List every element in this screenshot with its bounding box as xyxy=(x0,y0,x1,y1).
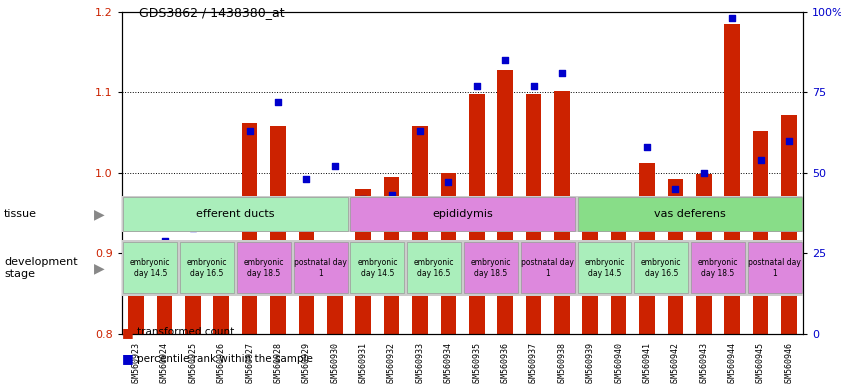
Bar xyxy=(242,123,257,334)
Text: embryonic
day 14.5: embryonic day 14.5 xyxy=(357,258,398,278)
Text: embryonic
day 14.5: embryonic day 14.5 xyxy=(584,258,625,278)
Point xyxy=(328,163,341,169)
Text: ■: ■ xyxy=(122,326,134,339)
Bar xyxy=(781,115,796,334)
Text: efferent ducts: efferent ducts xyxy=(196,209,275,219)
Bar xyxy=(383,177,399,334)
Text: tissue: tissue xyxy=(4,209,37,219)
Bar xyxy=(469,94,484,334)
Bar xyxy=(634,242,688,293)
Bar xyxy=(464,242,518,293)
Point xyxy=(272,99,285,105)
Point xyxy=(385,192,399,199)
Text: ■: ■ xyxy=(122,353,134,366)
Text: embryonic
day 14.5: embryonic day 14.5 xyxy=(130,258,171,278)
Bar xyxy=(270,126,286,334)
Bar xyxy=(237,242,291,293)
Bar xyxy=(185,273,201,334)
Bar xyxy=(412,126,428,334)
Point xyxy=(697,170,711,176)
Bar xyxy=(611,199,627,334)
Bar xyxy=(299,220,315,334)
Text: GDS3862 / 1438380_at: GDS3862 / 1438380_at xyxy=(139,6,284,19)
Point xyxy=(782,137,796,144)
Text: percentile rank within the sample: percentile rank within the sample xyxy=(137,354,313,364)
Bar xyxy=(124,242,177,293)
Bar xyxy=(583,228,598,334)
Point xyxy=(299,176,313,182)
Bar xyxy=(122,334,803,366)
Text: embryonic
day 16.5: embryonic day 16.5 xyxy=(641,258,681,278)
Point xyxy=(555,70,569,76)
Point xyxy=(158,237,172,243)
Bar xyxy=(724,23,740,334)
Point xyxy=(612,218,626,224)
Point xyxy=(640,144,653,150)
Point xyxy=(754,157,767,163)
Bar xyxy=(691,242,745,293)
Point xyxy=(413,128,426,134)
Bar xyxy=(441,173,456,334)
Text: development
stage: development stage xyxy=(4,257,78,279)
Point xyxy=(186,225,199,231)
Point xyxy=(470,83,484,89)
Bar xyxy=(129,253,144,334)
Bar xyxy=(407,242,461,293)
Point xyxy=(669,186,682,192)
Bar xyxy=(668,179,683,334)
Text: vas deferens: vas deferens xyxy=(653,209,726,219)
Text: ▶: ▶ xyxy=(94,261,104,275)
Text: postnatal day
1: postnatal day 1 xyxy=(521,258,574,278)
Text: embryonic
day 18.5: embryonic day 18.5 xyxy=(471,258,511,278)
Bar xyxy=(180,242,234,293)
Text: ▶: ▶ xyxy=(94,207,104,221)
Point xyxy=(243,128,257,134)
Bar xyxy=(497,70,513,334)
Point xyxy=(214,244,228,250)
Text: embryonic
day 18.5: embryonic day 18.5 xyxy=(698,258,738,278)
Point xyxy=(442,179,455,185)
Bar xyxy=(748,242,801,293)
Bar xyxy=(521,242,574,293)
Bar xyxy=(294,242,347,293)
Bar xyxy=(639,163,655,334)
Bar xyxy=(156,284,172,334)
Bar xyxy=(753,131,769,334)
Bar xyxy=(351,242,405,293)
Point xyxy=(357,195,370,202)
Text: transformed count: transformed count xyxy=(137,327,235,337)
Text: embryonic
day 18.5: embryonic day 18.5 xyxy=(244,258,284,278)
Point xyxy=(584,270,597,276)
Text: embryonic
day 16.5: embryonic day 16.5 xyxy=(414,258,454,278)
Bar xyxy=(526,94,542,334)
Text: postnatal day
1: postnatal day 1 xyxy=(748,258,801,278)
Text: embryonic
day 16.5: embryonic day 16.5 xyxy=(187,258,227,278)
Bar xyxy=(327,247,342,334)
Bar xyxy=(554,91,569,334)
Point xyxy=(499,57,512,63)
Bar xyxy=(214,284,229,334)
Bar xyxy=(124,197,347,231)
Bar xyxy=(356,189,371,334)
Bar xyxy=(696,174,711,334)
Text: postnatal day
1: postnatal day 1 xyxy=(294,258,347,278)
Point xyxy=(726,15,739,21)
Point xyxy=(130,215,143,221)
Bar xyxy=(578,197,801,231)
Text: epididymis: epididymis xyxy=(432,209,493,219)
Point xyxy=(526,83,540,89)
Bar xyxy=(578,242,632,293)
Bar xyxy=(351,197,574,231)
